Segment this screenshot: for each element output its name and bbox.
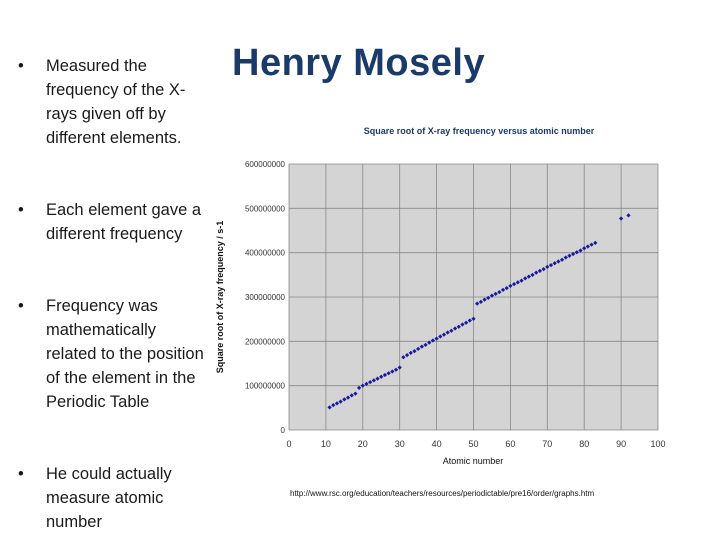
data-point — [438, 334, 443, 339]
data-point — [523, 276, 528, 281]
x-tick-label: 50 — [468, 439, 478, 449]
data-point — [508, 283, 513, 289]
y-tick-label: 0 — [281, 426, 286, 435]
data-point — [589, 242, 594, 247]
data-point — [353, 391, 358, 396]
y-tick-label: 400000000 — [245, 249, 286, 258]
data-point — [441, 332, 447, 337]
data-point — [534, 270, 539, 275]
x-tick-labels: 0 10 20 30 40 50 60 70 80 90 100 — [286, 439, 665, 449]
x-tick-label: 60 — [505, 439, 515, 449]
source-url[interactable]: http://www.rsc.org/education/teachers/re… — [290, 489, 595, 498]
data-point — [511, 282, 517, 287]
data-point — [548, 262, 554, 268]
data-point — [390, 369, 395, 374]
x-tick-label: 30 — [395, 439, 405, 449]
data-point — [578, 248, 583, 253]
data-point — [489, 293, 495, 298]
data-point — [593, 240, 598, 246]
data-point — [486, 295, 491, 301]
y-axis-label: Square root of X-ray frequency / s-1 — [215, 221, 225, 374]
bullet-dot-icon: • — [18, 465, 24, 483]
data-point — [574, 250, 579, 255]
bullet-item: • Each element gave a different frequenc… — [18, 198, 208, 246]
x-tick-label: 70 — [542, 439, 552, 449]
bullet-dot-icon: • — [18, 201, 24, 219]
data-point — [452, 326, 458, 331]
bullet-text: Frequency was mathematically related to … — [46, 297, 204, 411]
bullet-item: • Measured the frequency of the X-rays g… — [18, 54, 208, 150]
y-tick-labels: 0 100000000 200000000 300000000 400000000 500… — [245, 160, 286, 435]
y-tick-label: 300000000 — [245, 293, 286, 302]
slide-title: Henry Mosely — [232, 42, 486, 84]
data-point — [515, 280, 520, 285]
data-point — [559, 257, 565, 262]
grid-lines — [288, 163, 659, 431]
data-point — [497, 290, 502, 295]
data-point — [537, 268, 543, 273]
data-point — [430, 338, 436, 343]
bullet-text: Each element gave a different frequency — [46, 201, 202, 243]
data-point — [408, 350, 413, 355]
x-tick-label: 20 — [358, 439, 368, 449]
data-point — [364, 381, 369, 387]
bullet-item: • He could actually measure atomic numbe… — [18, 462, 208, 534]
data-point — [393, 367, 399, 372]
x-axis-label: Atomic number — [443, 456, 504, 466]
data-point — [379, 374, 384, 379]
bullet-dot-icon: • — [18, 57, 24, 75]
data-point — [404, 352, 410, 358]
x-tick-label: 10 — [321, 439, 331, 449]
bullet-dot-icon: • — [18, 297, 24, 315]
data-point — [567, 253, 572, 258]
data-point — [626, 213, 631, 218]
x-tick-label: 90 — [616, 439, 626, 449]
x-tick-label: 100 — [650, 439, 665, 449]
data-point — [519, 278, 524, 283]
data-point — [445, 330, 450, 335]
chart-title: Square root of X-ray frequency versus at… — [364, 126, 595, 136]
bullet-text: Measured the frequency of the X-rays giv… — [46, 57, 186, 147]
x-tick-label: 40 — [432, 439, 442, 449]
data-point — [401, 355, 406, 360]
data-point — [345, 395, 351, 400]
bullet-item: • Frequency was mathematically related t… — [18, 294, 208, 414]
y-tick-label: 100000000 — [245, 382, 286, 391]
data-point — [412, 348, 417, 354]
data-point — [463, 320, 469, 325]
data-point — [618, 216, 624, 221]
y-tick-label: 200000000 — [245, 337, 286, 346]
data-point — [456, 324, 461, 329]
data-point — [360, 383, 365, 388]
x-tick-label: 80 — [579, 439, 589, 449]
x-tick-label: 0 — [286, 439, 291, 449]
data-point — [356, 385, 362, 391]
data-point — [419, 344, 424, 349]
data-point — [526, 274, 531, 279]
bullet-text: He could actually measure atomic number — [46, 465, 172, 531]
data-point — [530, 272, 535, 277]
data-point — [478, 299, 484, 304]
y-tick-label: 500000000 — [245, 204, 286, 213]
data-point — [449, 328, 454, 333]
data-point — [556, 259, 561, 264]
mosely-chart: Square root of X-ray frequency versus at… — [215, 126, 666, 466]
data-point — [397, 365, 402, 370]
data-point — [500, 287, 506, 293]
data-point — [349, 393, 354, 398]
data-point — [571, 251, 576, 257]
y-tick-label: 600000000 — [245, 160, 286, 169]
